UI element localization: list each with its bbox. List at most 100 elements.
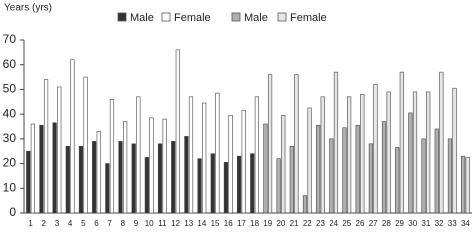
y-tick-label: 10: [3, 180, 17, 194]
x-tick-label: 24: [329, 219, 338, 228]
x-tick-label: 22: [303, 219, 312, 228]
bar: [171, 141, 176, 214]
bar: [452, 87, 457, 214]
x-tick-label: 11: [158, 219, 167, 228]
legend-label: Female: [290, 12, 327, 24]
bar: [105, 163, 110, 214]
legend-label: Male: [244, 12, 268, 24]
y-tick-label: 20: [3, 156, 17, 170]
bar: [333, 71, 339, 214]
x-tick-label: 31: [421, 219, 430, 228]
bar: [395, 147, 400, 214]
bar: [447, 138, 453, 214]
y-tick-label: 70: [3, 32, 17, 46]
bar: [157, 143, 163, 214]
bar: [237, 155, 242, 214]
y-tick-label: 30: [3, 131, 17, 145]
bar: [83, 76, 88, 214]
x-tick-label: 17: [237, 219, 246, 228]
y-tick-label: 60: [3, 57, 17, 71]
x-tick-label: 27: [369, 219, 378, 228]
bar: [263, 123, 268, 214]
bar: [408, 112, 413, 214]
bar: [57, 86, 62, 214]
bar: [461, 155, 466, 214]
y-axis-label: Years (yrs): [4, 3, 52, 14]
x-tick-label: 18: [250, 219, 259, 228]
bar: [373, 84, 378, 214]
legend-label: Female: [174, 12, 211, 24]
bar: [70, 59, 75, 214]
x-tick-label: 7: [107, 219, 112, 228]
x-tick-label: 23: [316, 219, 325, 228]
x-tick-label: 14: [197, 219, 206, 228]
bar: [92, 141, 97, 214]
bar: [267, 74, 273, 214]
x-tick-label: 12: [171, 219, 180, 228]
bar: [26, 150, 31, 214]
bar: [465, 157, 470, 214]
chart: Years (yrs) 0 10 20 30 40 50 60 70 Male Female Mal…: [3, 3, 472, 228]
bar: [118, 141, 123, 214]
bar: [123, 121, 128, 214]
bar: [360, 94, 365, 214]
bar: [175, 49, 180, 214]
bar: [439, 71, 444, 214]
y-tick-label: 50: [3, 82, 17, 96]
x-tick-label: 34: [461, 219, 470, 228]
bar: [347, 96, 352, 214]
bar: [188, 96, 194, 214]
y-tick-label: 40: [3, 106, 17, 120]
bar: [65, 145, 70, 214]
x-tick-label: 16: [224, 219, 233, 228]
bar: [355, 124, 360, 214]
bar: [228, 115, 233, 214]
bar: [412, 91, 418, 214]
x-tick-label: 1: [28, 219, 33, 228]
x-tick-label: 32: [435, 219, 444, 228]
x-tick-label: 10: [145, 219, 154, 228]
bar: [307, 107, 312, 214]
x-tick-label: 3: [55, 219, 60, 228]
bar: [276, 158, 281, 214]
legend-swatch: [117, 12, 127, 22]
legend-swatch: [277, 12, 287, 22]
bar: [302, 195, 308, 214]
x-tick-label: 13: [184, 219, 193, 228]
x-tick-label: 30: [408, 219, 417, 228]
bar: [96, 131, 101, 214]
x-tick-label: 26: [356, 219, 365, 228]
bar: [43, 79, 49, 214]
bar: [197, 158, 202, 214]
x-tick-label: 29: [395, 219, 404, 228]
bar: [202, 102, 207, 214]
legend-swatch: [161, 12, 171, 22]
bar: [39, 124, 44, 214]
legend-swatch: [231, 12, 241, 22]
bar: [281, 115, 286, 214]
bar: [316, 124, 321, 214]
x-tick-label: 15: [211, 219, 220, 228]
x-tick-label: 21: [290, 219, 299, 228]
y-tick-label: 0: [9, 205, 16, 219]
bar: [78, 145, 84, 214]
bar: [136, 96, 141, 214]
bar: [131, 143, 136, 214]
bar: [52, 122, 57, 214]
x-tick-label: 20: [276, 219, 285, 228]
bar: [250, 153, 255, 214]
bar: [254, 96, 259, 214]
x-tick-label: 6: [94, 219, 99, 228]
bar: [342, 127, 347, 214]
bar: [329, 138, 334, 214]
x-tick-label: 19: [263, 219, 272, 228]
bar: [241, 110, 246, 214]
bar: [434, 128, 439, 214]
bar: [294, 74, 299, 214]
x-tick-label: 28: [382, 219, 391, 228]
x-tick-label: 9: [134, 219, 139, 228]
bar: [149, 117, 154, 214]
bar: [426, 91, 431, 214]
bar: [30, 123, 35, 214]
bar: [386, 91, 391, 214]
